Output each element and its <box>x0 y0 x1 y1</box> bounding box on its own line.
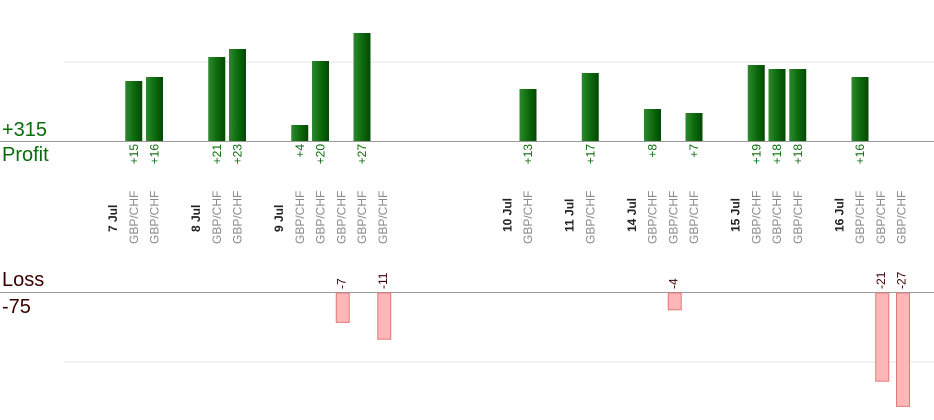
profit-value-label: +17 <box>583 144 597 165</box>
profit-bar <box>581 73 599 141</box>
profit-bar <box>747 65 765 141</box>
pair-label: GBP/CHF <box>666 191 680 244</box>
profit-title: Profit <box>2 144 49 166</box>
profit-value-label: +15 <box>127 144 141 165</box>
loss-bar <box>335 292 350 323</box>
pair-label: GBP/CHF <box>874 191 888 244</box>
loss-value-label: -21 <box>874 271 888 289</box>
date-label: 11 Jul <box>563 199 577 232</box>
loss-title: Loss <box>2 269 45 291</box>
loss-bar <box>896 292 910 407</box>
profit-total: +315 <box>2 119 48 141</box>
pair-label: GBP/CHF <box>853 191 867 244</box>
pair-label: GBP/CHF <box>355 191 369 244</box>
profit-value-label: +13 <box>521 144 535 165</box>
profit-bar <box>519 89 537 141</box>
pair-label: GBP/CHF <box>646 191 660 244</box>
profit-bar <box>146 77 163 141</box>
profit-bar <box>291 125 309 141</box>
profit-value-label: +16 <box>148 144 162 165</box>
pair-label: GBP/CHF <box>127 191 141 244</box>
profit-value-label: +27 <box>355 144 369 165</box>
date-label: 10 Jul <box>500 198 514 232</box>
pair-label: GBP/CHF <box>770 191 784 244</box>
loss-total: -75 <box>2 296 31 318</box>
profit-value-label: +4 <box>293 144 307 158</box>
pair-label: GBP/CHF <box>583 191 597 244</box>
pair-label: GBP/CHF <box>749 191 763 244</box>
profit-value-label: +23 <box>231 144 245 165</box>
profit-value-label: +16 <box>853 144 867 165</box>
pair-label: GBP/CHF <box>334 191 348 244</box>
pair-label: GBP/CHF <box>314 191 328 244</box>
profit-value-label: +7 <box>687 144 701 158</box>
date-label: 8 Jul <box>189 205 203 232</box>
loss-bar <box>875 292 890 382</box>
profit-value-label: +19 <box>749 144 763 165</box>
profit-value-label: +20 <box>314 144 328 165</box>
date-label: 7 Jul <box>106 205 120 232</box>
profit-value-label: +8 <box>646 144 660 158</box>
date-label: 9 Jul <box>272 205 286 232</box>
profit-bar <box>229 49 246 141</box>
pair-label: GBP/CHF <box>895 191 909 244</box>
pair-label: GBP/CHF <box>210 191 224 244</box>
pair-label: GBP/CHF <box>148 191 162 244</box>
profit-bar <box>644 109 661 141</box>
pair-label: GBP/CHF <box>521 191 535 244</box>
profit-value-label: +18 <box>770 144 784 165</box>
profit-bar <box>685 113 703 141</box>
profit-bar <box>789 69 807 141</box>
loss-value-label: -4 <box>666 278 680 289</box>
profit-bar <box>125 81 143 141</box>
loss-value-label: -27 <box>895 271 909 289</box>
profit-bar <box>851 77 869 141</box>
profit-value-label: +18 <box>791 144 805 165</box>
date-label: 15 Jul <box>729 198 743 232</box>
date-label: 16 Jul <box>832 198 846 232</box>
profit-bar <box>353 33 371 141</box>
loss-bar <box>377 292 392 340</box>
loss-bar <box>667 292 682 311</box>
date-label: 14 Jul <box>625 198 639 232</box>
profit-bar <box>312 61 329 141</box>
pair-label: GBP/CHF <box>687 191 701 244</box>
pair-label: GBP/CHF <box>376 191 390 244</box>
loss-value-label: -11 <box>376 272 390 289</box>
loss-value-label: -7 <box>334 278 348 289</box>
pair-label: GBP/CHF <box>293 191 307 244</box>
profit-value-label: +21 <box>210 144 224 165</box>
pair-label: GBP/CHF <box>791 191 805 244</box>
profit-bar <box>768 69 786 141</box>
profit-bar <box>208 57 226 141</box>
pair-label: GBP/CHF <box>231 191 245 244</box>
